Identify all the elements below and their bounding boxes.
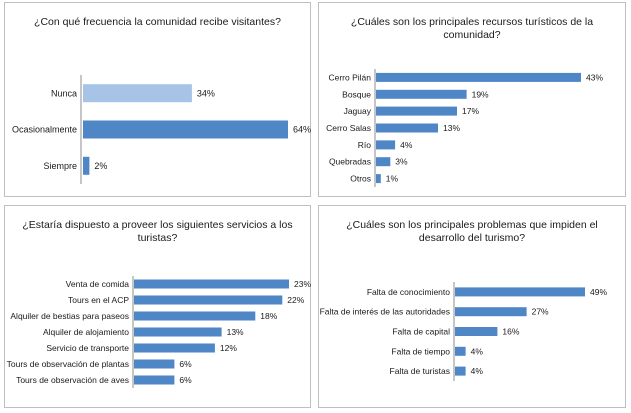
bar: [83, 156, 90, 175]
category-label: Alquiler de bestias para paseos: [10, 311, 129, 321]
data-label: 4%: [471, 346, 484, 356]
category-label: Venta de comida: [66, 279, 130, 289]
data-label: 4%: [471, 366, 484, 376]
data-label: 17%: [462, 106, 479, 116]
bar: [134, 279, 289, 289]
bar: [376, 157, 391, 167]
category-label: Nunca: [51, 88, 77, 98]
data-label: 13%: [227, 327, 244, 337]
bar: [455, 307, 527, 317]
data-label: 12%: [220, 343, 237, 353]
data-label: 27%: [532, 307, 549, 317]
bar: [134, 375, 175, 385]
category-label: Otros: [350, 174, 371, 184]
category-label: Bosque: [342, 89, 371, 99]
bar: [376, 140, 396, 150]
data-label: 1%: [386, 174, 399, 184]
bar: [455, 366, 466, 376]
bar: [455, 346, 466, 356]
chart-panel-tourism-problems: ¿Cuáles son los principales problemas qu…: [318, 205, 626, 408]
category-label: Quebradas: [329, 157, 371, 167]
bar: [455, 287, 585, 297]
chart-panel-visit-frequency: ¿Con qué frecuencia la comunidad recibe …: [4, 2, 311, 197]
category-label: Jaguay: [344, 106, 372, 116]
data-label: 22%: [287, 295, 304, 305]
category-label: Falta de tiempo: [391, 346, 450, 356]
bar-chart-visit-frequency: Nunca 34% Ocasionalmente 64% Siempre 2%: [12, 75, 311, 184]
bar: [376, 123, 438, 133]
data-label: 23%: [294, 279, 311, 289]
chart-title: ¿Estaría dispuesto a proveer los siguien…: [22, 219, 293, 244]
bar: [134, 343, 215, 353]
bar: [376, 89, 467, 99]
bar-chart-tourist-resources: Cerro Pilán 43% Bosque 19% Jaguay 17% Cerro Sa…: [326, 69, 603, 187]
bar: [455, 327, 498, 336]
bar-chart-services: Venta de comida 23% Tours en el ACP 22% Alqu…: [7, 276, 311, 388]
data-label: 19%: [472, 89, 489, 99]
category-label: Tours de observación de aves: [16, 375, 129, 385]
category-label: Ocasionalmente: [12, 125, 77, 135]
category-label: Falta de turistas: [390, 366, 450, 376]
bar: [83, 120, 288, 139]
data-label: 2%: [94, 161, 107, 171]
chart-title: ¿Cuáles son los principales recursos tur…: [350, 16, 594, 41]
data-label: 13%: [443, 123, 460, 133]
data-label: 16%: [502, 327, 519, 337]
category-label: Cerro Pilán: [328, 72, 371, 82]
chart-panel-tourist-resources: ¿Cuáles son los principales recursos tur…: [318, 2, 626, 197]
category-label: Tours de observación de plantas: [7, 359, 129, 369]
data-label: 18%: [260, 311, 277, 321]
bar-chart-tourism-problems: Falta de conocimiento 49% Falta de interés…: [320, 282, 607, 381]
data-label: 3%: [395, 157, 408, 167]
category-label: Siempre: [43, 161, 77, 171]
data-label: 4%: [400, 140, 413, 150]
category-label: Falta de conocimiento: [367, 287, 450, 297]
data-label: 64%: [293, 125, 311, 135]
data-label: 49%: [590, 287, 607, 297]
chart-panel-services: ¿Estaría dispuesto a proveer los siguien…: [4, 205, 311, 408]
bar: [376, 106, 457, 116]
category-label: Alquiler de alojamiento: [43, 327, 129, 337]
data-label: 6%: [179, 375, 192, 385]
category-label: Falta de capital: [392, 327, 450, 337]
bar: [134, 327, 222, 337]
bar: [134, 359, 175, 369]
bar: [83, 84, 192, 103]
data-label: 6%: [179, 359, 192, 369]
chart-title: ¿Cuáles son los principales problemas qu…: [346, 219, 598, 244]
bar: [376, 72, 581, 82]
bar: [134, 311, 256, 321]
category-label: Servicio de transporte: [46, 343, 129, 353]
data-label: 34%: [197, 88, 215, 98]
category-label: Cerro Salas: [326, 123, 371, 133]
bar: [134, 295, 283, 305]
category-label: Río: [358, 140, 372, 150]
chart-title: ¿Con qué frecuencia la comunidad recibe …: [34, 16, 281, 28]
bar: [376, 174, 381, 184]
data-label: 43%: [586, 72, 603, 82]
category-label: Tours en el ACP: [68, 295, 129, 305]
category-label: Falta de interés de las autoridades: [320, 307, 450, 317]
